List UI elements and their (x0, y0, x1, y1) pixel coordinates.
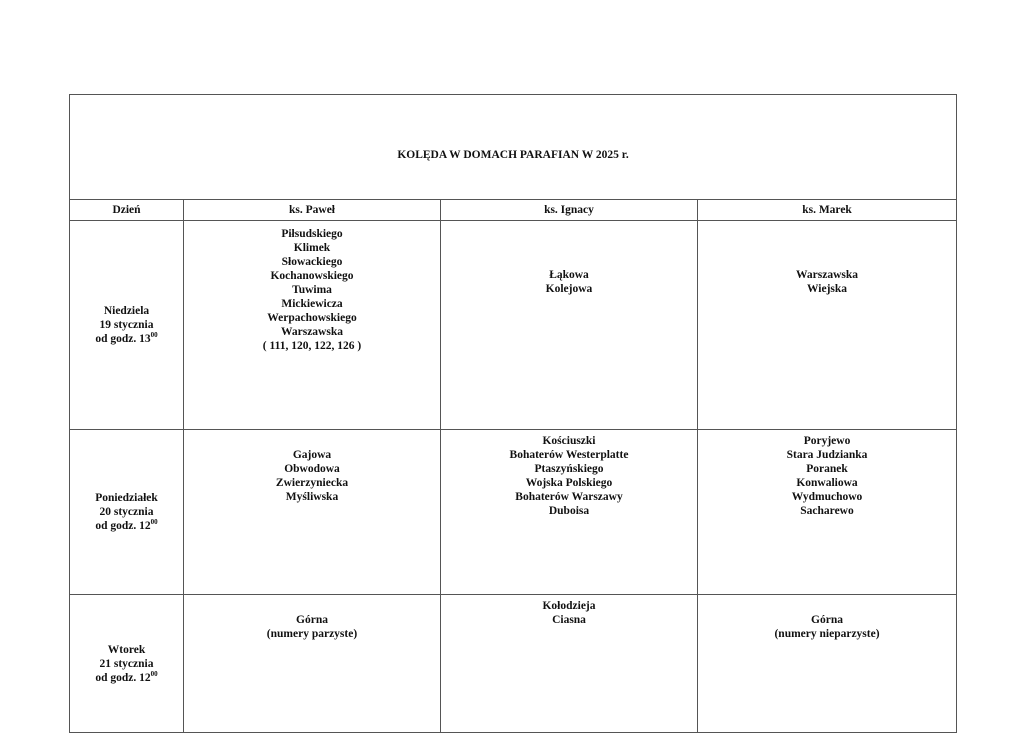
schedule-table: KOLĘDA W DOMACH PARAFIAN W 2025 r. Dzień… (68, 94, 958, 733)
street-item: (numery parzyste) (266, 628, 358, 640)
street-item: Wydmuchowo (791, 491, 863, 503)
street-item: (numery nieparzyste) (774, 628, 880, 640)
header-day: Dzień (69, 199, 184, 221)
day-date: 21 stycznia (99, 657, 154, 670)
street-item: Zwierzyniecka (275, 477, 349, 489)
street-item: Piłsudskiego (281, 228, 343, 240)
street-item: Duboisa (548, 505, 590, 517)
time-text: od godz. 12 (95, 520, 151, 532)
street-item: Górna (296, 614, 328, 626)
street-item: Kochanowskiego (270, 270, 354, 282)
day-date: 20 stycznia (99, 506, 154, 518)
day-name: Wtorek (107, 643, 146, 656)
day-name: Niedziela (103, 305, 150, 317)
street-item: Górna (811, 614, 843, 626)
table-row: Poniedziałek 20 stycznia od godz. 1200 Gaj… (69, 429, 958, 595)
street-item: Klimek (293, 242, 331, 254)
street-item: Ptaszyńskiego (534, 463, 604, 475)
marek-streets: Warszawska Wiejska (696, 220, 958, 430)
day-cell: Niedziela 19 stycznia od godz. 1300 (69, 220, 184, 430)
ignacy-streets: Kościuszki Bohaterów Westerplatte Ptaszyńs… (440, 429, 698, 595)
street-item: Bohaterów Westerplatte (509, 449, 629, 461)
street-item: Mickiewicza (281, 298, 343, 310)
day-date: 19 stycznia (99, 319, 154, 331)
day-time: od godz. 1200 (70, 519, 183, 533)
table-row: Wtorek 21 stycznia od godz. 1200 Górna (num… (69, 594, 958, 733)
street-item: Warszawska (281, 326, 343, 338)
street-item: Kolejowa (545, 283, 593, 295)
street-item: Werpachowskiego (267, 312, 357, 324)
marek-streets: Górna (numery nieparzyste) (696, 594, 958, 733)
time-minutes: 00 (150, 331, 158, 340)
day-cell: Wtorek 21 stycznia od godz. 1200 (69, 594, 184, 733)
street-item: Poryjewo (803, 435, 851, 447)
header-pawel: ks. Paweł (183, 199, 441, 221)
day-time: od godz. 1200 (70, 669, 183, 685)
street-item: Ciasna (552, 614, 586, 626)
street-item: Gajowa (292, 449, 332, 461)
street-item: Tuwima (292, 284, 332, 296)
marek-streets: Poryjewo Stara Judzianka Poranek Konwaliowa… (696, 429, 958, 595)
ignacy-streets: Łąkowa Kolejowa (440, 220, 698, 430)
time-text: od godz. 12 (95, 671, 151, 684)
pawel-streets: Gajowa Obwodowa Zwierzyniecka Myśliwska (183, 429, 441, 595)
street-item: Sacharewo (800, 505, 854, 517)
header-marek: ks. Marek (696, 199, 958, 221)
day-cell: Poniedziałek 20 stycznia od godz. 1200 (69, 429, 184, 595)
street-item: Wojska Polskiego (525, 477, 613, 489)
street-item: Bohaterów Warszawy (515, 491, 623, 503)
day-time: od godz. 1300 (70, 332, 183, 346)
table-row: Niedziela 19 stycznia od godz. 1300 Piłsud… (69, 220, 958, 430)
pawel-streets: Piłsudskiego Klimek Słowackiego Kochanowski… (183, 220, 441, 430)
street-item: Kołodzieja (542, 600, 596, 612)
ignacy-streets: Kołodzieja Ciasna (440, 594, 698, 733)
street-item: ( 111, 120, 122, 126 ) (262, 340, 362, 352)
time-minutes: 00 (150, 518, 158, 527)
street-item: Obwodowa (284, 463, 340, 475)
street-item: Kościuszki (542, 435, 596, 447)
time-minutes: 00 (150, 669, 158, 678)
street-item: Słowackiego (281, 256, 343, 268)
street-item: Wiejska (806, 283, 848, 295)
street-item: Konwaliowa (796, 477, 858, 489)
street-item: Łąkowa (549, 269, 589, 281)
day-name: Poniedziałek (95, 492, 158, 504)
street-item: Poranek (806, 463, 848, 475)
time-text: od godz. 13 (95, 333, 151, 345)
pawel-streets: Górna (numery parzyste) (183, 594, 441, 733)
street-item: Stara Judzianka (786, 449, 868, 461)
street-item: Warszawska (796, 269, 858, 281)
header-ignacy: ks. Ignacy (440, 199, 698, 221)
document-title: KOLĘDA W DOMACH PARAFIAN W 2025 r. (68, 94, 958, 200)
street-item: Myśliwska (285, 491, 339, 503)
